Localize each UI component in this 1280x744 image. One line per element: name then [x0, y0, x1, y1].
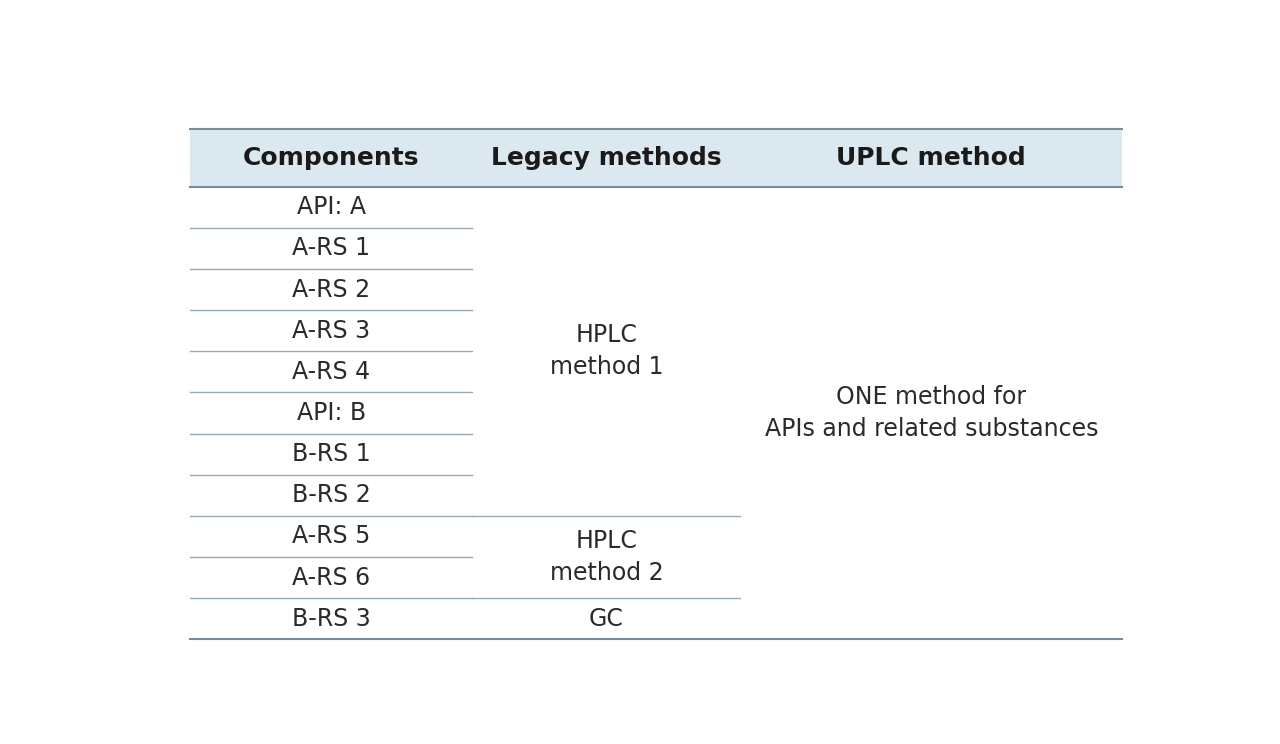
Text: B-RS 2: B-RS 2: [292, 484, 370, 507]
Bar: [189, 129, 1123, 187]
Text: GC: GC: [589, 606, 623, 631]
Text: API: B: API: B: [297, 401, 366, 425]
Text: B-RS 1: B-RS 1: [292, 442, 370, 466]
Text: A-RS 2: A-RS 2: [292, 278, 370, 301]
Text: Legacy methods: Legacy methods: [492, 146, 722, 170]
Text: A-RS 3: A-RS 3: [292, 318, 370, 343]
Text: Components: Components: [243, 146, 420, 170]
Text: A-RS 1: A-RS 1: [292, 237, 370, 260]
Text: B-RS 3: B-RS 3: [292, 606, 370, 631]
Text: A-RS 4: A-RS 4: [292, 360, 370, 384]
Text: ONE method for
APIs and related substances: ONE method for APIs and related substanc…: [764, 385, 1098, 440]
Text: API: A: API: A: [297, 195, 366, 219]
Text: A-RS 5: A-RS 5: [292, 525, 370, 548]
Text: UPLC method: UPLC method: [836, 146, 1027, 170]
Text: HPLC
method 2: HPLC method 2: [549, 529, 663, 585]
Text: HPLC
method 1: HPLC method 1: [549, 324, 663, 379]
Text: A-RS 6: A-RS 6: [292, 565, 370, 589]
